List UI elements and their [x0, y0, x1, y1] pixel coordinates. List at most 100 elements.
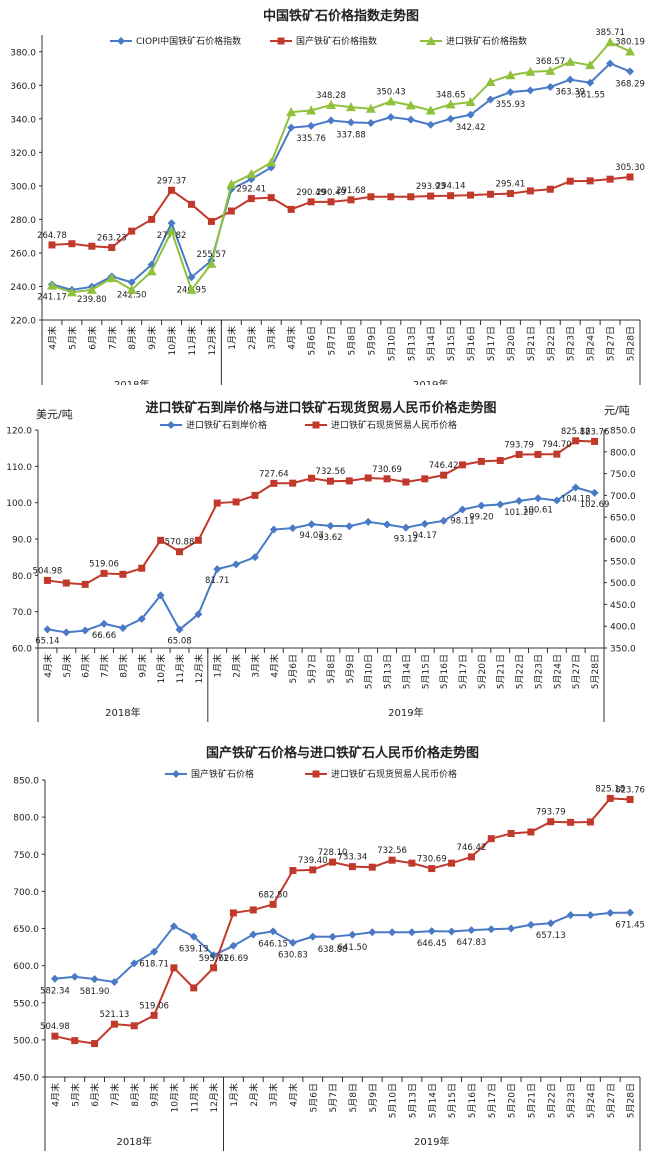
- legend-swatch-marker: [277, 37, 285, 45]
- x-tick-label: 5月16日: [439, 654, 450, 689]
- data-point: [328, 932, 337, 941]
- year-label-2018: 2018年: [117, 1135, 152, 1148]
- x-tick-label: 5月10日: [386, 326, 397, 361]
- data-label: 101.20: [504, 508, 534, 518]
- data-point: [326, 477, 334, 485]
- data-point: [146, 266, 157, 276]
- data-point: [606, 794, 614, 802]
- y-tick-label: 260.0: [10, 249, 36, 259]
- data-point: [81, 580, 89, 588]
- x-tick-label: 1月末: [212, 654, 224, 678]
- data-point: [605, 37, 616, 47]
- data-point: [128, 227, 136, 235]
- data-point: [326, 99, 337, 109]
- x-tick-label: 5月6日: [308, 1083, 319, 1112]
- y-right-tick-label: 850.0: [610, 427, 636, 437]
- data-point: [156, 591, 165, 600]
- y-left-tick-label: 80.0: [12, 572, 32, 582]
- data-point: [157, 536, 165, 544]
- data-label: 639.13: [179, 945, 209, 955]
- x-tick-label: 5月20日: [507, 1083, 518, 1118]
- data-point: [137, 614, 146, 623]
- data-point: [515, 496, 524, 505]
- x-tick-label: 5月7日: [307, 654, 318, 683]
- x-tick-label: 9月末: [146, 326, 158, 350]
- data-point: [186, 284, 197, 294]
- data-point: [586, 818, 594, 826]
- data-point: [127, 278, 136, 287]
- data-point: [485, 76, 496, 86]
- data-point: [71, 1037, 79, 1045]
- data-point: [210, 964, 218, 972]
- data-point: [86, 284, 97, 294]
- data-label: 290.49: [296, 188, 326, 198]
- x-tick-label: 10月末: [155, 654, 167, 683]
- data-point: [108, 244, 116, 252]
- data-label: 626.69: [219, 954, 249, 964]
- x-tick-label: 9月末: [136, 654, 148, 678]
- x-tick-label: 8月末: [117, 654, 129, 678]
- x-tick-label: 5月17日: [487, 1083, 498, 1118]
- x-tick-label: 11月末: [188, 1083, 200, 1112]
- data-point: [586, 911, 595, 920]
- y-left-tick-label: 90.0: [12, 536, 32, 546]
- x-tick-label: 5月13日: [406, 326, 417, 361]
- data-point: [91, 1040, 99, 1048]
- data-label: 793.79: [504, 441, 534, 451]
- legend-label: 进口铁矿石现货贸易人民币价格: [331, 768, 457, 780]
- x-tick-label: 5月27日: [571, 654, 582, 689]
- data-point: [467, 191, 475, 199]
- data-label: 294.14: [436, 182, 466, 192]
- series-group: 255.57 348.28 350.43 348.65 368.57 385.71380.…: [46, 28, 645, 297]
- data-point: [207, 217, 215, 225]
- data-point: [346, 118, 355, 127]
- data-point: [547, 818, 555, 826]
- data-point: [348, 930, 357, 939]
- data-point: [307, 198, 315, 206]
- x-tick-label: 5月6日: [288, 654, 299, 683]
- data-point: [477, 457, 485, 465]
- data-point: [426, 120, 435, 129]
- legend-item: CIOPI中国铁矿石价格指数: [110, 35, 241, 47]
- data-point: [267, 194, 275, 202]
- data-point: [407, 193, 415, 201]
- data-point: [194, 536, 202, 544]
- y-tick-label: 600.0: [13, 962, 39, 972]
- data-point: [100, 569, 108, 577]
- series-group: 582.34 581.90 618.71 639.13 626.69 646.15 630.…: [40, 908, 645, 997]
- data-point: [626, 908, 635, 917]
- data-label: 519.06: [139, 1001, 169, 1011]
- data-label: 638.88: [318, 945, 348, 955]
- data-point: [408, 859, 416, 867]
- data-point: [585, 60, 596, 70]
- year-label-2019: 2019年: [414, 1135, 449, 1148]
- data-point: [465, 97, 476, 107]
- data-point: [119, 570, 127, 578]
- data-point: [566, 75, 575, 84]
- x-tick-label: 6月末: [89, 1083, 101, 1107]
- data-point: [428, 865, 436, 873]
- data-label: 295.41: [496, 180, 526, 190]
- data-point: [229, 909, 237, 917]
- data-point: [130, 959, 139, 968]
- data-point: [167, 219, 176, 228]
- data-label: 98.11: [450, 517, 474, 527]
- data-point: [329, 858, 337, 866]
- data-point: [626, 173, 634, 181]
- data-label: 504.98: [40, 1022, 70, 1032]
- data-label: 305.30: [615, 163, 645, 173]
- data-point: [567, 818, 575, 826]
- data-label: 368.29: [615, 79, 645, 89]
- data-label: 727.64: [259, 469, 289, 479]
- data-point: [440, 471, 448, 479]
- legend-label: 进口铁矿石现货贸易人民币价格: [331, 419, 457, 431]
- x-tick-label: 5月20日: [477, 654, 488, 689]
- data-label: 641.50: [338, 943, 368, 953]
- data-point: [175, 625, 184, 634]
- data-label: 794.70: [542, 440, 572, 450]
- x-tick-label: 1月末: [226, 326, 238, 350]
- data-point: [407, 928, 416, 937]
- legend-swatch-marker: [426, 36, 436, 45]
- data-point: [168, 186, 176, 194]
- data-label: 519.06: [89, 559, 119, 569]
